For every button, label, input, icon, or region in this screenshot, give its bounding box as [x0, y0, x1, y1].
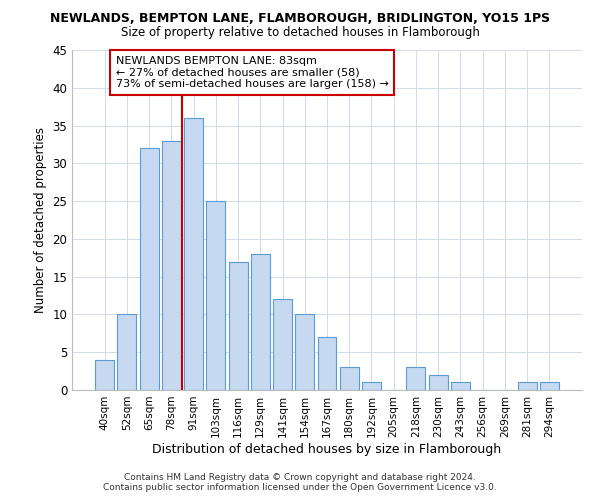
Bar [206, 201, 225, 390]
Bar [273, 300, 292, 390]
Bar [340, 368, 359, 390]
Bar [295, 314, 314, 390]
Bar [317, 337, 337, 390]
Bar [540, 382, 559, 390]
Bar [251, 254, 270, 390]
Bar [184, 118, 203, 390]
Bar [362, 382, 381, 390]
X-axis label: Distribution of detached houses by size in Flamborough: Distribution of detached houses by size … [152, 442, 502, 456]
Bar [95, 360, 114, 390]
Bar [140, 148, 158, 390]
Bar [118, 314, 136, 390]
Y-axis label: Number of detached properties: Number of detached properties [34, 127, 47, 313]
Bar [162, 140, 181, 390]
Bar [229, 262, 248, 390]
Text: NEWLANDS BEMPTON LANE: 83sqm
← 27% of detached houses are smaller (58)
73% of se: NEWLANDS BEMPTON LANE: 83sqm ← 27% of de… [116, 56, 389, 89]
Text: Size of property relative to detached houses in Flamborough: Size of property relative to detached ho… [121, 26, 479, 39]
Bar [451, 382, 470, 390]
Bar [518, 382, 536, 390]
Bar [429, 375, 448, 390]
Bar [406, 368, 425, 390]
Text: Contains HM Land Registry data © Crown copyright and database right 2024.
Contai: Contains HM Land Registry data © Crown c… [103, 473, 497, 492]
Text: NEWLANDS, BEMPTON LANE, FLAMBOROUGH, BRIDLINGTON, YO15 1PS: NEWLANDS, BEMPTON LANE, FLAMBOROUGH, BRI… [50, 12, 550, 26]
